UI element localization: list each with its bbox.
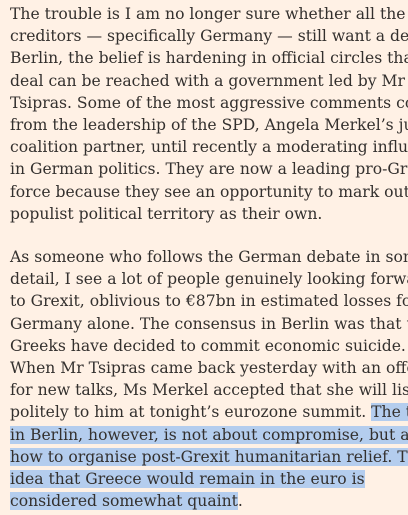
text-selection-highlight[interactable]: idea that Greece would remain in the eur… bbox=[10, 470, 365, 489]
line-text: to Grexit, oblivious to €87bn in estimat… bbox=[10, 292, 408, 311]
text-line: Tsipras. Some of the most aggressive com… bbox=[10, 92, 408, 114]
text-line: force because they see an opportunity to… bbox=[10, 181, 408, 203]
line-text: . bbox=[237, 492, 243, 511]
paragraph-1: The trouble is I am no longer sure wheth… bbox=[10, 3, 408, 225]
text-selection-highlight[interactable]: in Berlin, however, is not about comprom… bbox=[10, 425, 408, 444]
line-text: Berlin, the belief is hardening in offic… bbox=[10, 49, 408, 68]
text-line: coalition partner, until recently a mode… bbox=[10, 136, 408, 158]
line-text: force because they see an opportunity to… bbox=[10, 182, 408, 201]
line-text: Greeks have decided to commit economic s… bbox=[10, 336, 406, 355]
text-line: to Grexit, oblivious to €87bn in estimat… bbox=[10, 290, 408, 312]
text-line: considered somewhat quaint. bbox=[10, 490, 404, 512]
text-line: When Mr Tsipras came back yesterday with… bbox=[10, 357, 408, 379]
line-text: The trouble is I am no longer sure wheth… bbox=[10, 5, 406, 23]
line-text: deal can be reached with a government le… bbox=[10, 71, 405, 90]
text-line: for new talks, Ms Merkel accepted that s… bbox=[10, 379, 408, 401]
line-text: Germany alone. The consensus in Berlin w… bbox=[10, 314, 408, 333]
text-line: in German politics. They are now a leadi… bbox=[10, 158, 408, 180]
line-text: in German politics. They are now a leadi… bbox=[10, 160, 408, 179]
text-line: Greeks have decided to commit economic s… bbox=[10, 335, 406, 357]
text-line: in Berlin, however, is not about comprom… bbox=[10, 424, 408, 446]
line-text: As someone who follows the German debate… bbox=[10, 248, 408, 267]
line-text: coalition partner, until recently a mode… bbox=[10, 138, 408, 157]
text-line: Germany alone. The consensus in Berlin w… bbox=[10, 313, 408, 335]
text-line: creditors — specifically Germany — still… bbox=[10, 25, 408, 47]
line-text: creditors — specifically Germany — still… bbox=[10, 27, 408, 46]
line-text: populist political territory as their ow… bbox=[10, 204, 323, 223]
line-text: for new talks, Ms Merkel accepted that s… bbox=[10, 381, 408, 400]
text-line: how to organise post-Grexit humanitarian… bbox=[10, 446, 408, 468]
text-line: idea that Greece would remain in the eur… bbox=[10, 468, 404, 490]
text-line: from the leadership of the SPD, Angela M… bbox=[10, 114, 408, 136]
article-body: The trouble is I am no longer sure wheth… bbox=[10, 3, 408, 512]
line-text: from the leadership of the SPD, Angela M… bbox=[10, 116, 408, 135]
text-line: politely to him at tonight’s eurozone su… bbox=[10, 401, 408, 423]
line-text: Tsipras. Some of the most aggressive com… bbox=[10, 93, 408, 112]
text-line: Berlin, the belief is hardening in offic… bbox=[10, 47, 408, 69]
line-text: politely to him at tonight’s eurozone su… bbox=[10, 403, 372, 422]
text-line: deal can be reached with a government le… bbox=[10, 70, 405, 92]
text-selection-highlight[interactable]: how to organise post-Grexit humanitarian… bbox=[10, 447, 408, 466]
text-selection-highlight[interactable]: The talk bbox=[371, 403, 408, 422]
line-text: When Mr Tsipras came back yesterday with… bbox=[10, 359, 408, 378]
paragraph-2: As someone who follows the German debate… bbox=[10, 246, 408, 512]
text-line: As someone who follows the German debate… bbox=[10, 246, 408, 268]
text-line: The trouble is I am no longer sure wheth… bbox=[10, 3, 406, 25]
text-line: populist political territory as their ow… bbox=[10, 203, 404, 225]
text-line: detail, I see a lot of people genuinely … bbox=[10, 268, 408, 290]
line-text: detail, I see a lot of people genuinely … bbox=[10, 270, 408, 289]
text-selection-highlight[interactable]: considered somewhat quaint bbox=[10, 492, 238, 511]
